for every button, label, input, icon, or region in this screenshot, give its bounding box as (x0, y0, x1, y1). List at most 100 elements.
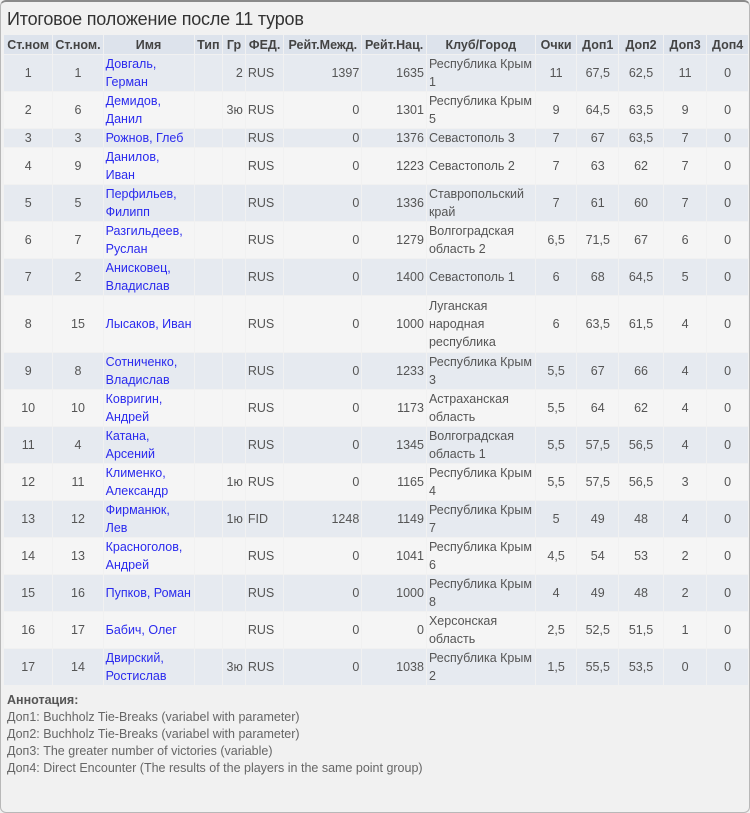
player-name-cell: Катана, Арсений (103, 427, 194, 463)
player-link[interactable]: Клименко, Александр (105, 466, 169, 498)
group-cell (223, 612, 245, 648)
tiebreak-1-cell: 54 (577, 538, 619, 574)
club-city-cell: Республика Крым 5 (426, 92, 535, 128)
club-city-cell: Республика Крым 6 (426, 538, 535, 574)
tiebreak-2-cell: 51,5 (619, 612, 663, 648)
player-link[interactable]: Двирский, Ростислав (105, 651, 167, 683)
tiebreak-2-cell: 60 (619, 185, 663, 221)
start-number-cell: 12 (53, 501, 103, 537)
tiebreak-1-cell: 68 (577, 259, 619, 295)
player-name-cell: Анисковец, Владислав (103, 259, 194, 295)
start-number-cell: 8 (53, 353, 103, 389)
tiebreak-2-cell: 62 (619, 390, 663, 426)
start-number-cell: 15 (53, 296, 103, 352)
player-link[interactable]: Ковригин, Андрей (105, 392, 163, 424)
points-cell: 7 (535, 148, 577, 184)
tiebreak-3-cell: 4 (663, 390, 707, 426)
rating-national-cell: 1000 (362, 575, 426, 611)
start-number-cell: 14 (53, 649, 103, 685)
points-cell: 7 (535, 129, 577, 147)
start-number-cell: 2 (53, 259, 103, 295)
player-name-cell: Фирманюк, Лев (103, 501, 194, 537)
rating-national-cell: 1000 (362, 296, 426, 352)
header-row: Ст.ном Ст.ном. Имя Тип Гр ФЕД. Рейт.Межд. Рейт.… (4, 35, 748, 54)
player-link[interactable]: Данилов, Иван (105, 150, 160, 182)
federation-cell: RUS (245, 464, 284, 500)
tiebreak-1-cell: 64,5 (577, 92, 619, 128)
rating-intl-cell: 1397 (284, 55, 362, 91)
club-city-cell: Республика Крым 4 (426, 464, 535, 500)
player-link[interactable]: Рожнов, Глеб (105, 131, 184, 145)
start-rank-cell: 2 (4, 92, 53, 128)
standings-table: Ст.ном Ст.ном. Имя Тип Гр ФЕД. Рейт.Межд. Рейт.… (3, 34, 749, 686)
start-number-cell: 17 (53, 612, 103, 648)
table-row: 9 8 Сотниченко, Владислав RUS 0 1233 Республик… (4, 353, 748, 389)
type-cell (194, 55, 223, 91)
group-cell: 3ю (223, 92, 245, 128)
group-cell: 1ю (223, 464, 245, 500)
player-link[interactable]: Разгильдеев, Руслан (105, 224, 183, 256)
tiebreak-1-cell: 57,5 (577, 427, 619, 463)
type-cell (194, 649, 223, 685)
type-cell (194, 501, 223, 537)
type-cell (194, 92, 223, 128)
player-link[interactable]: Демидов, Данил (105, 94, 161, 126)
club-city-cell: Севастополь 1 (426, 259, 535, 295)
annotation: Аннотация: Доп1: Buchholz Tie-Breaks (va… (7, 692, 749, 777)
player-link[interactable]: Анисковец, Владислав (105, 261, 171, 293)
start-rank-cell: 5 (4, 185, 53, 221)
table-row: 6 7 Разгильдеев, Руслан RUS 0 1279 Волгоградск… (4, 222, 748, 258)
player-link[interactable]: Катана, Арсений (105, 429, 155, 461)
points-cell: 2,5 (535, 612, 577, 648)
federation-cell: RUS (245, 222, 284, 258)
player-link[interactable]: Бабич, Олег (105, 623, 177, 637)
annotation-line: Доп1: Buchholz Tie-Breaks (variabel with… (7, 710, 300, 724)
tiebreak-2-cell: 62,5 (619, 55, 663, 91)
player-name-cell: Перфильев, Филипп (103, 185, 194, 221)
player-link[interactable]: Фирманюк, Лев (105, 503, 170, 535)
player-name-cell: Довгаль, Герман (103, 55, 194, 91)
rating-intl-cell: 0 (284, 649, 362, 685)
group-cell (223, 538, 245, 574)
rating-national-cell: 1038 (362, 649, 426, 685)
table-row: 11 4 Катана, Арсений RUS 0 1345 Волгоградская … (4, 427, 748, 463)
tiebreak-4-cell: 0 (707, 501, 748, 537)
start-number-cell: 4 (53, 427, 103, 463)
tiebreak-1-cell: 55,5 (577, 649, 619, 685)
player-link[interactable]: Красноголов, Андрей (105, 540, 183, 572)
table-row: 13 12 Фирманюк, Лев 1ю FID 1248 1149 Республика… (4, 501, 748, 537)
points-cell: 11 (535, 55, 577, 91)
federation-cell: RUS (245, 538, 284, 574)
type-cell (194, 427, 223, 463)
federation-cell: RUS (245, 612, 284, 648)
club-city-cell: Астраханская область (426, 390, 535, 426)
group-cell (223, 222, 245, 258)
club-city-cell: Волгоградская область 2 (426, 222, 535, 258)
player-link[interactable]: Лысаков, Иван (105, 317, 192, 331)
start-rank-cell: 7 (4, 259, 53, 295)
column-header-start-number: Ст.ном. (53, 35, 103, 54)
start-number-cell: 16 (53, 575, 103, 611)
player-link[interactable]: Перфильев, Филипп (105, 187, 177, 219)
start-number-cell: 11 (53, 464, 103, 500)
player-link[interactable]: Довгаль, Герман (105, 57, 157, 89)
tiebreak-3-cell: 5 (663, 259, 707, 295)
tiebreak-2-cell: 48 (619, 501, 663, 537)
column-header-rating-national: Рейт.Нац. (362, 35, 426, 54)
column-header-type: Тип (194, 35, 223, 54)
table-row: 1 1 Довгаль, Герман 2 RUS 1397 1635 Республика … (4, 55, 748, 91)
tiebreak-4-cell: 0 (707, 222, 748, 258)
rating-intl-cell: 0 (284, 612, 362, 648)
column-header-tiebreak-2: Доп2 (619, 35, 663, 54)
tiebreak-1-cell: 52,5 (577, 612, 619, 648)
table-row: 8 15 Лысаков, Иван RUS 0 1000 Луганская народн… (4, 296, 748, 352)
tiebreak-2-cell: 56,5 (619, 427, 663, 463)
group-cell (223, 575, 245, 611)
player-link[interactable]: Пупков, Роман (105, 586, 191, 600)
table-row: 7 2 Анисковец, Владислав RUS 0 1400 Севастопол… (4, 259, 748, 295)
player-link[interactable]: Сотниченко, Владислав (105, 355, 178, 387)
points-cell: 6 (535, 296, 577, 352)
table-row: 3 3 Рожнов, Глеб RUS 0 1376 Севастополь 3 7 67 63… (4, 129, 748, 147)
tiebreak-3-cell: 2 (663, 575, 707, 611)
